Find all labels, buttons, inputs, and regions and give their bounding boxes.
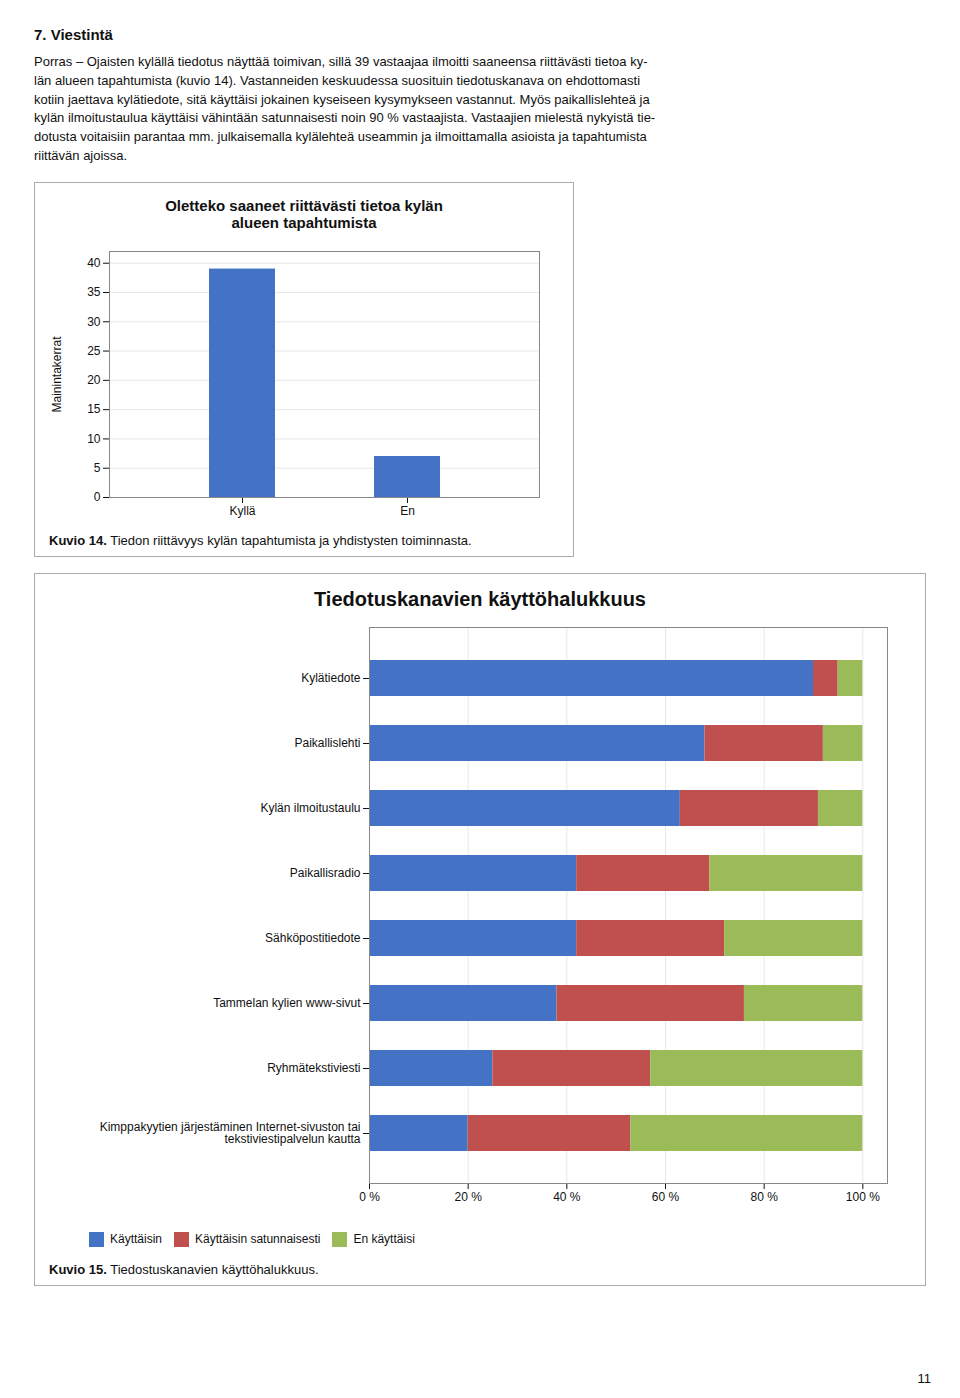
html-text:Tiedotuskanavien käyttöhalukku: Tiedotuskanavien käyttöhalukkuus [314,587,646,610]
svg-text:30: 30 [87,314,101,328]
html-text:Käyttäisin: Käyttäisin [110,1232,162,1247]
html-text:En käyttäisi: En käyttäisi [353,1232,415,1247]
svg-text:Paikallislehti: Paikallislehti [294,736,360,750]
svg-text:20 %: 20 % [454,1190,482,1204]
svg-text:100 %: 100 % [846,1190,880,1204]
html-text:Porras – Ojaisten kylällä tied: Porras – Ojaisten kylällä tiedotus näytt… [34,54,648,69]
html-text:kotiin jaettava kylätiedote, s: kotiin jaettava kylätiedote, sitä käyttä… [34,91,650,107]
html-text:11: 11 [917,1371,931,1386]
html-text:Käyttäisin satunnaisesti: Käyttäisin satunnaisesti [195,1232,321,1247]
svg-text:Mainintakerrat: Mainintakerrat [50,336,64,413]
svg-text:5: 5 [94,461,101,475]
svg-text:0 %: 0 % [359,1190,380,1204]
svg-text:35: 35 [87,285,101,299]
svg-text:0: 0 [94,490,101,504]
svg-text:Paikallisradio: Paikallisradio [290,866,361,880]
svg-text:40 %: 40 % [553,1190,581,1204]
html-text:kylän ilmoitustaulua käyttäisi: kylän ilmoitustaulua käyttäisi vähintään… [34,110,656,126]
svg-text:60 %: 60 % [652,1190,680,1204]
svg-text:15: 15 [87,402,101,416]
svg-text:Sähköpostitiedote: Sähköpostitiedote [265,931,361,945]
html-text:7. Viestintä: 7. Viestintä [34,26,113,43]
html-text:Kuvio 15. Tiedostuskanavien kä: Kuvio 15. Tiedostuskanavien käyttöhalukk… [49,1261,319,1277]
svg-text:Ryhmätekstiviesti: Ryhmätekstiviesti [267,1061,360,1075]
html-text:län alueen tapahtumista (kuvio: län alueen tapahtumista (kuvio 14). Vast… [34,72,641,88]
html-text:dotusta voitaisiin parantaa mm: dotusta voitaisiin parantaa mm. julkaise… [34,129,647,145]
svg-text:Kylätiedote: Kylätiedote [301,671,361,685]
svg-text:Kylän ilmoitustaulu: Kylän ilmoitustaulu [260,801,360,815]
svg-text:Kimppakyytien järjestäminen In: Kimppakyytien järjestäminen Internet-siv… [100,1120,361,1146]
svg-text:20: 20 [87,373,101,387]
html-text:riittävän ajoissa.: riittävän ajoissa. [34,148,128,163]
svg-text:40: 40 [87,256,101,270]
svg-text:Kyllä: Kyllä [229,504,255,518]
svg-text:25: 25 [87,344,101,358]
html-text:Oletteko saaneet riittävästi t: Oletteko saaneet riittävästi tietoa kylä… [165,196,443,231]
svg-text:80 %: 80 % [750,1190,778,1204]
svg-text:Tammelan kylien www-sivut: Tammelan kylien www-sivut [213,996,361,1010]
html-text:Kuvio 14. Tiedon riittävyys ky: Kuvio 14. Tiedon riittävyys kylän tapaht… [49,532,472,548]
svg-text:10: 10 [87,432,101,446]
svg-text:En: En [400,504,415,518]
